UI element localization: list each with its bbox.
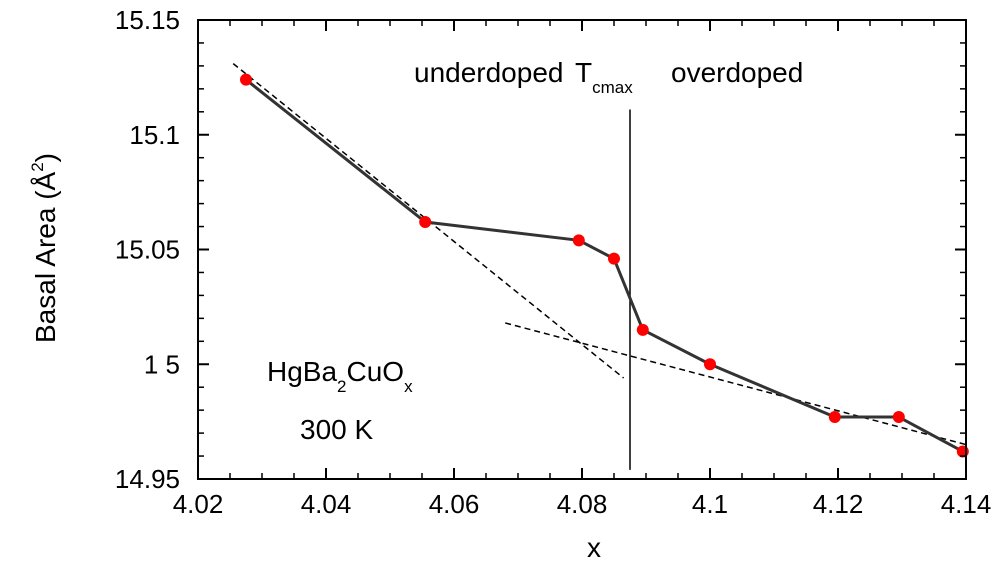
data-point — [419, 215, 432, 228]
x-tick-label: 4.06 — [429, 489, 480, 519]
y-tick-label: 15.05 — [115, 235, 180, 265]
data-point — [892, 411, 905, 424]
y-axis-title-sup: 2 — [28, 162, 47, 171]
x-tick-label: 4.1 — [692, 489, 728, 519]
compound-main-a: HgBa — [267, 356, 337, 387]
fit-line — [505, 322, 967, 446]
annotation-tcmax: Tcmax — [575, 57, 633, 97]
y-axis-title-main: Basal Area (Å — [30, 171, 61, 343]
x-axis-title: x — [587, 532, 601, 563]
compound-sub-x: x — [404, 377, 413, 396]
x-tick-label: 4.02 — [173, 489, 224, 519]
annotation-underdoped: underdoped — [414, 57, 563, 88]
compound-sub-2: 2 — [337, 377, 346, 396]
data-point — [828, 411, 841, 424]
data-points — [240, 73, 969, 458]
annotation-tcmax-main: T — [575, 57, 592, 88]
data-point — [240, 73, 252, 86]
y-tick-label: 15.1 — [129, 120, 180, 150]
series-line — [245, 78, 964, 453]
data-point — [704, 358, 716, 371]
y-axis-title-end: ) — [30, 153, 61, 162]
x-tick-label: 4.12 — [813, 489, 864, 519]
annotation-tcmax-sub: cmax — [592, 78, 633, 97]
annotation-temperature: 300 K — [300, 414, 373, 445]
annotation-overdoped: overdoped — [671, 57, 803, 88]
y-tick-label: 15.15 — [115, 5, 180, 35]
y-axis-title: Basal Area (Å2) — [28, 153, 61, 343]
data-point — [608, 252, 620, 265]
series-line-group — [245, 78, 964, 453]
x-tick-label: 4.04 — [301, 489, 352, 519]
axis-ticks — [197, 19, 967, 480]
plot-frame — [197, 19, 967, 480]
data-point — [572, 234, 585, 247]
compound-main-b: CuO — [347, 356, 405, 387]
x-tick-label: 4.14 — [941, 489, 992, 519]
tick-labels: 4.02 4.04 4.06 4.08 4.1 4.12 4.14 14.95 1 5 15.05… — [115, 5, 991, 519]
x-tick-label: 4.08 — [557, 489, 608, 519]
y-tick-label: 1 5 — [144, 349, 180, 379]
annotation-compound: HgBa2CuOx — [267, 356, 413, 396]
y-tick-label: 14.95 — [115, 464, 180, 494]
data-point — [636, 323, 649, 336]
